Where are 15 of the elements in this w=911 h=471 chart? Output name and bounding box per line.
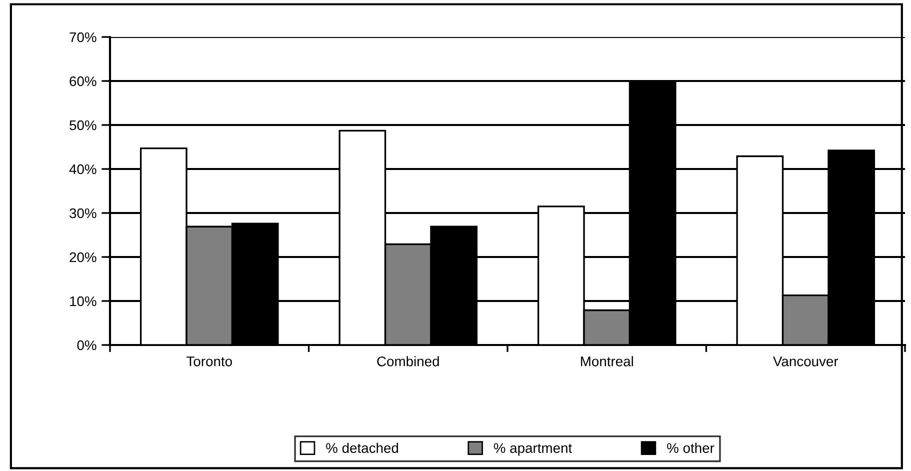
y-tick-label: 70% <box>70 32 96 42</box>
legend-label: % detached <box>326 442 398 453</box>
y-tick-label: 20% <box>70 252 96 262</box>
y-tick-label: 0% <box>77 340 96 350</box>
y-tick-label: 40% <box>69 164 96 174</box>
y-tick-label: 10% <box>70 296 96 306</box>
x-tick-label: Combined <box>377 356 439 366</box>
y-tick-label: 60% <box>70 76 96 86</box>
y-tick-label: 30% <box>70 208 96 218</box>
x-tick-label: Montreal <box>581 356 633 366</box>
y-tick-label: 50% <box>70 120 96 130</box>
x-tick-label: Toronto <box>186 356 232 366</box>
legend-label: % apartment <box>494 443 572 456</box>
legend-label: % other <box>667 442 714 453</box>
x-tick-label: Vancouver <box>773 356 838 366</box>
